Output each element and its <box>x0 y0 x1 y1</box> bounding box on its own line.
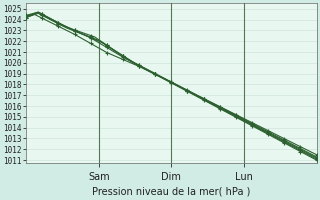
X-axis label: Pression niveau de la mer( hPa ): Pression niveau de la mer( hPa ) <box>92 187 251 197</box>
